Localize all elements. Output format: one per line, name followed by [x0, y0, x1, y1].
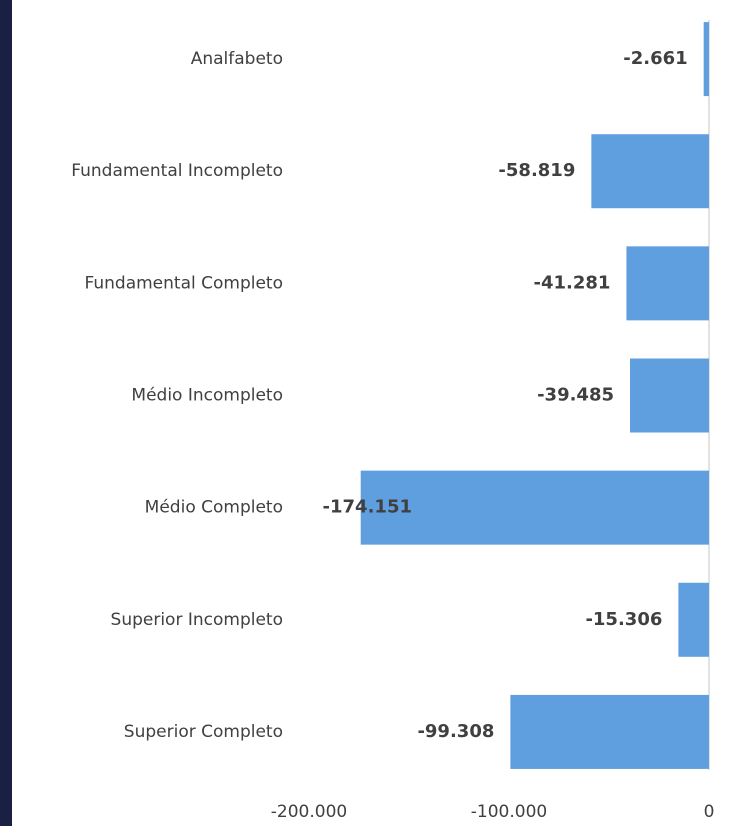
x-tick-label: -100.000 — [471, 802, 547, 822]
value-label: -39.485 — [537, 385, 614, 406]
y-tick-label: Fundamental Incompleto — [71, 161, 283, 181]
x-tick-label: -200.000 — [271, 802, 347, 822]
bar — [360, 470, 709, 545]
value-label: -174.151 — [323, 497, 412, 518]
bar — [678, 582, 709, 657]
y-tick-label: Médio Completo — [145, 498, 283, 518]
value-label: -15.306 — [585, 609, 662, 630]
side-stripe — [0, 0, 12, 826]
y-tick-label: Fundamental Completo — [85, 273, 283, 293]
value-label: -2.661 — [623, 48, 687, 69]
bar — [626, 246, 709, 321]
bar — [630, 358, 709, 433]
y-tick-label: Médio Incompleto — [131, 386, 283, 406]
y-tick-label: Superior Incompleto — [111, 610, 283, 630]
bar — [591, 134, 709, 209]
x-tick-label: 0 — [704, 802, 715, 822]
y-tick-label: Analfabeto — [191, 49, 283, 69]
value-label: -58.819 — [498, 160, 575, 181]
bar — [510, 694, 709, 769]
bar — [703, 22, 709, 97]
value-label: -99.308 — [417, 721, 494, 742]
value-label: -41.281 — [534, 272, 611, 293]
y-tick-label: Superior Completo — [124, 722, 283, 742]
